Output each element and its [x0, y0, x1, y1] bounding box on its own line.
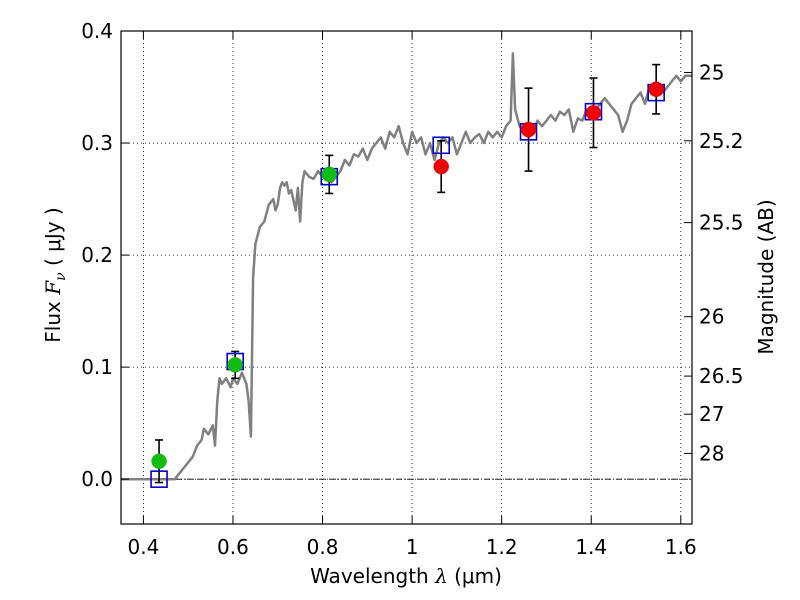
x-tick-label: 1: [406, 535, 419, 559]
y-axis-title-prefix: Flux: [41, 295, 65, 343]
y-axis-title-symbol: F: [41, 280, 65, 296]
x-tick-label: 0.6: [217, 535, 249, 559]
y-axis-title: Flux Fν ( μJy ): [41, 207, 69, 342]
spectrum-line: [121, 52, 692, 481]
y2-tick-label: 25.5: [699, 211, 744, 235]
y2-tick-label: 26.5: [699, 364, 744, 388]
model-squares-series: [150, 83, 665, 488]
y-tick-label: 0.4: [81, 19, 113, 43]
y2-tick-label: 27: [699, 402, 724, 426]
plot-frame: [120, 30, 693, 525]
y2-axis-title: Magnitude (AB): [754, 199, 778, 354]
y2-tick-label: 25: [699, 60, 724, 84]
x-tick-label: 1.2: [486, 535, 518, 559]
model-square-point: [150, 470, 168, 488]
y-tick-label: 0.2: [81, 243, 113, 267]
y-axis-title-suffix: ( μJy ): [41, 207, 65, 272]
y2-tick-label: 26: [699, 305, 724, 329]
x-tick-label: 1.6: [665, 535, 697, 559]
x-tick-label: 1.4: [575, 535, 607, 559]
x-axis-title-suffix: (μm): [448, 564, 502, 588]
y-tick-label: 0.3: [81, 131, 113, 155]
x-axis-title-prefix: Wavelength: [310, 564, 435, 588]
measured-point: [648, 81, 664, 98]
x-tick-label: 0.4: [127, 535, 159, 559]
y-tick-label: 0.1: [81, 355, 113, 379]
errorbar-series: [155, 63, 661, 484]
measured-point: [227, 357, 243, 373]
measured-points-series: [151, 81, 664, 470]
y2-tick-label: 25.2: [699, 129, 744, 153]
y-axis-title-subscript: ν: [53, 272, 69, 281]
y2-axis-ticks: 25 25.2 25.5 26 26.5 27 28: [684, 60, 744, 465]
measured-point: [321, 166, 337, 183]
y2-tick-label: 28: [699, 441, 724, 465]
y-tick-label: 0.0: [81, 467, 113, 491]
measured-point: [520, 121, 537, 138]
x-axis-title-symbol: λ: [434, 564, 448, 588]
grid: [121, 30, 692, 524]
measured-point: [585, 105, 602, 121]
x-axis-ticks: 0.4 0.6 0.8 1 1.2 1.4 1.6: [127, 31, 697, 559]
model-square-point: [432, 136, 451, 155]
x-axis-title: Wavelength λ (μm): [310, 564, 502, 588]
measured-point: [433, 158, 449, 175]
y-axis-ticks: 0.0 0.1 0.2 0.3 0.4: [81, 19, 129, 491]
x-tick-label: 0.8: [307, 535, 339, 559]
spectrum-series: [121, 52, 692, 481]
measured-point: [151, 453, 167, 470]
